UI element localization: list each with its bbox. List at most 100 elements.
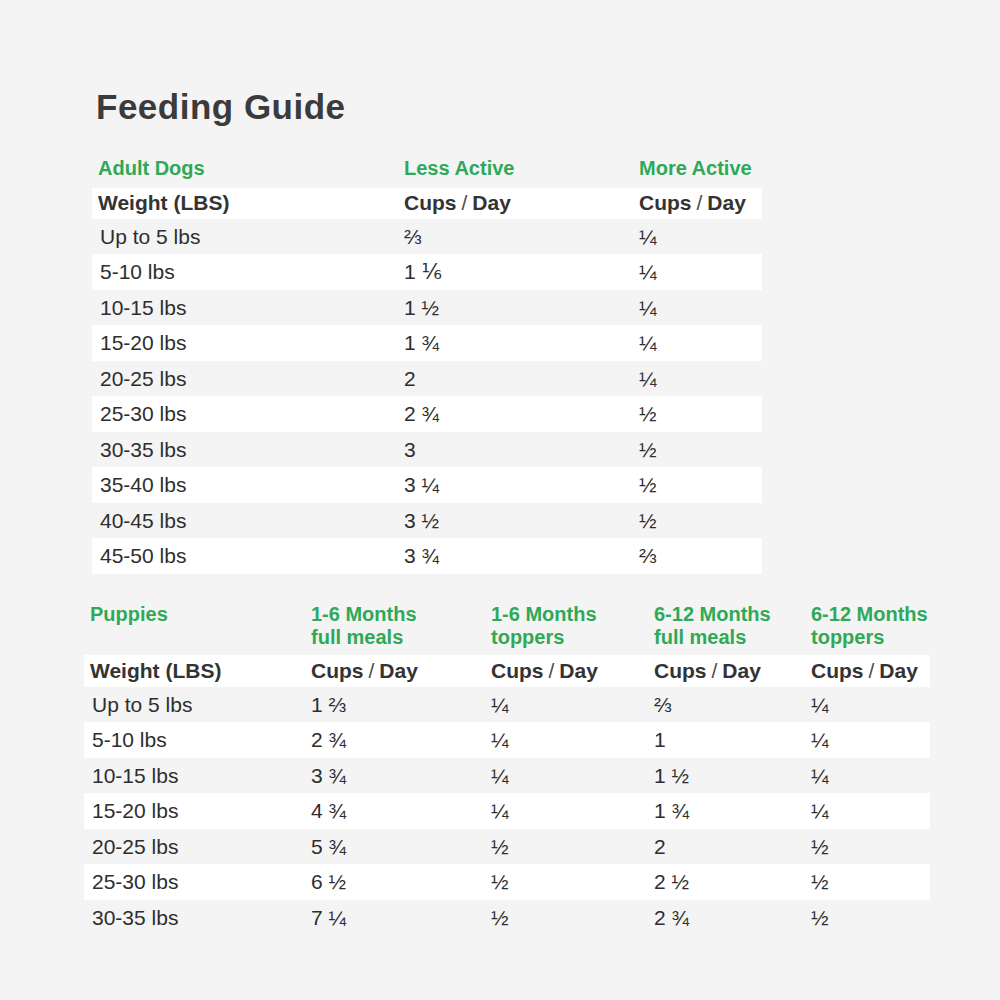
value-cell: ½ — [485, 835, 648, 859]
adult-section-header-row: Adult Dogs Less Active More Active — [92, 156, 762, 182]
puppy-unit-header-4: Cups/Day — [805, 659, 930, 683]
header-line2: full meals — [311, 626, 485, 649]
adult-dogs-table: Adult Dogs Less Active More Active Weigh… — [92, 156, 762, 574]
value-cell: ¼ — [633, 260, 762, 284]
value-cell: ⅔ — [398, 225, 633, 249]
weight-cell: 5-10 lbs — [92, 260, 398, 284]
value-cell: ½ — [805, 906, 930, 930]
weight-cell: Up to 5 lbs — [92, 225, 398, 249]
weight-cell: 10-15 lbs — [92, 296, 398, 320]
adult-unit-header-2: Cups/Day — [633, 191, 762, 215]
value-cell: 3 ¾ — [305, 764, 485, 788]
day-label: Day — [722, 659, 761, 682]
weight-cell: 40-45 lbs — [92, 509, 398, 533]
value-cell: ¼ — [805, 693, 930, 717]
day-label: Day — [472, 191, 511, 214]
puppy-section-header-row: Puppies 1-6 Months full meals 1-6 Months… — [84, 603, 930, 649]
table-row: 20-25 lbs 2 ¼ — [92, 361, 762, 397]
puppy-weight-header: Weight (LBS) — [84, 659, 305, 683]
value-cell: ½ — [633, 438, 762, 462]
value-cell: 1 ⅔ — [305, 693, 485, 717]
value-cell: 1 ¾ — [648, 799, 805, 823]
value-cell: 1 — [648, 728, 805, 752]
value-cell: 5 ¾ — [305, 835, 485, 859]
puppy-col-header-1-6-toppers: 1-6 Months toppers — [485, 603, 648, 649]
value-cell: ¼ — [633, 296, 762, 320]
value-cell: ½ — [485, 870, 648, 894]
cups-label: Cups — [491, 659, 544, 682]
adult-col-header-less-active: Less Active — [398, 157, 633, 180]
puppy-section-label: Puppies — [84, 603, 305, 626]
value-cell: 1 ⅙ — [398, 260, 633, 284]
value-cell: 4 ¾ — [305, 799, 485, 823]
header-line2: toppers — [491, 626, 648, 649]
table-row: 30-35 lbs 3 ½ — [92, 432, 762, 468]
page-title: Feeding Guide — [96, 0, 1000, 126]
value-cell: 3 ¼ — [398, 473, 633, 497]
weight-cell: Up to 5 lbs — [84, 693, 305, 717]
value-cell: ¼ — [485, 693, 648, 717]
puppy-col-header-6-12-full: 6-12 Months full meals — [648, 603, 805, 649]
header-line1: 1-6 Months — [311, 603, 485, 626]
header-line2: toppers — [811, 626, 930, 649]
puppies-table: Puppies 1-6 Months full meals 1-6 Months… — [84, 603, 930, 936]
slash: / — [457, 191, 473, 214]
value-cell: 6 ½ — [305, 870, 485, 894]
value-cell: ¼ — [633, 367, 762, 391]
adult-unit-header-1: Cups/Day — [398, 191, 633, 215]
value-cell: 1 ½ — [648, 764, 805, 788]
weight-cell: 15-20 lbs — [92, 331, 398, 355]
adult-table-body: Up to 5 lbs ⅔ ¼ 5-10 lbs 1 ⅙ ¼ 10-15 lbs… — [92, 219, 762, 574]
weight-cell: 15-20 lbs — [84, 799, 305, 823]
header-line2: full meals — [654, 626, 805, 649]
slash: / — [364, 659, 380, 682]
day-label: Day — [379, 659, 418, 682]
table-row: Up to 5 lbs 1 ⅔ ¼ ⅔ ¼ — [84, 687, 930, 723]
table-row: 40-45 lbs 3 ½ ½ — [92, 503, 762, 539]
puppy-unit-header-3: Cups/Day — [648, 659, 805, 683]
value-cell: ¼ — [485, 799, 648, 823]
cups-label: Cups — [404, 191, 457, 214]
value-cell: 2 ¾ — [305, 728, 485, 752]
value-cell: ¼ — [485, 764, 648, 788]
value-cell: ⅔ — [648, 693, 805, 717]
value-cell: ½ — [805, 835, 930, 859]
value-cell: ½ — [485, 906, 648, 930]
value-cell: 2 — [648, 835, 805, 859]
weight-cell: 35-40 lbs — [92, 473, 398, 497]
weight-cell: 30-35 lbs — [84, 906, 305, 930]
puppy-unit-header-row: Weight (LBS) Cups/Day Cups/Day Cups/Day … — [84, 655, 930, 687]
table-row: 20-25 lbs 5 ¾ ½ 2 ½ — [84, 829, 930, 865]
value-cell: 7 ¼ — [305, 906, 485, 930]
adult-weight-header: Weight (LBS) — [92, 191, 398, 215]
weight-cell: 10-15 lbs — [84, 764, 305, 788]
value-cell: ½ — [633, 402, 762, 426]
puppy-unit-header-2: Cups/Day — [485, 659, 648, 683]
adult-section-label: Adult Dogs — [92, 157, 398, 180]
value-cell: ⅔ — [633, 544, 762, 568]
weight-cell: 25-30 lbs — [84, 870, 305, 894]
value-cell: 2 — [398, 367, 633, 391]
puppy-col-header-6-12-toppers: 6-12 Months toppers — [805, 603, 930, 649]
weight-cell: 5-10 lbs — [84, 728, 305, 752]
table-row: 45-50 lbs 3 ¾ ⅔ — [92, 538, 762, 574]
day-label: Day — [559, 659, 598, 682]
table-row: 5-10 lbs 2 ¾ ¼ 1 ¼ — [84, 722, 930, 758]
value-cell: ½ — [633, 473, 762, 497]
slash: / — [544, 659, 560, 682]
value-cell: ¼ — [805, 728, 930, 752]
table-row: 30-35 lbs 7 ¼ ½ 2 ¾ ½ — [84, 900, 930, 936]
weight-cell: 45-50 lbs — [92, 544, 398, 568]
table-row: 10-15 lbs 3 ¾ ¼ 1 ½ ¼ — [84, 758, 930, 794]
value-cell: ¼ — [633, 331, 762, 355]
table-row: 25-30 lbs 2 ¾ ½ — [92, 396, 762, 432]
value-cell: 3 ¾ — [398, 544, 633, 568]
cups-label: Cups — [311, 659, 364, 682]
value-cell: 2 ½ — [648, 870, 805, 894]
value-cell: 3 ½ — [398, 509, 633, 533]
table-row: 35-40 lbs 3 ¼ ½ — [92, 467, 762, 503]
table-row: Up to 5 lbs ⅔ ¼ — [92, 219, 762, 255]
slash: / — [707, 659, 723, 682]
slash: / — [864, 659, 880, 682]
header-line1: 6-12 Months — [654, 603, 805, 626]
